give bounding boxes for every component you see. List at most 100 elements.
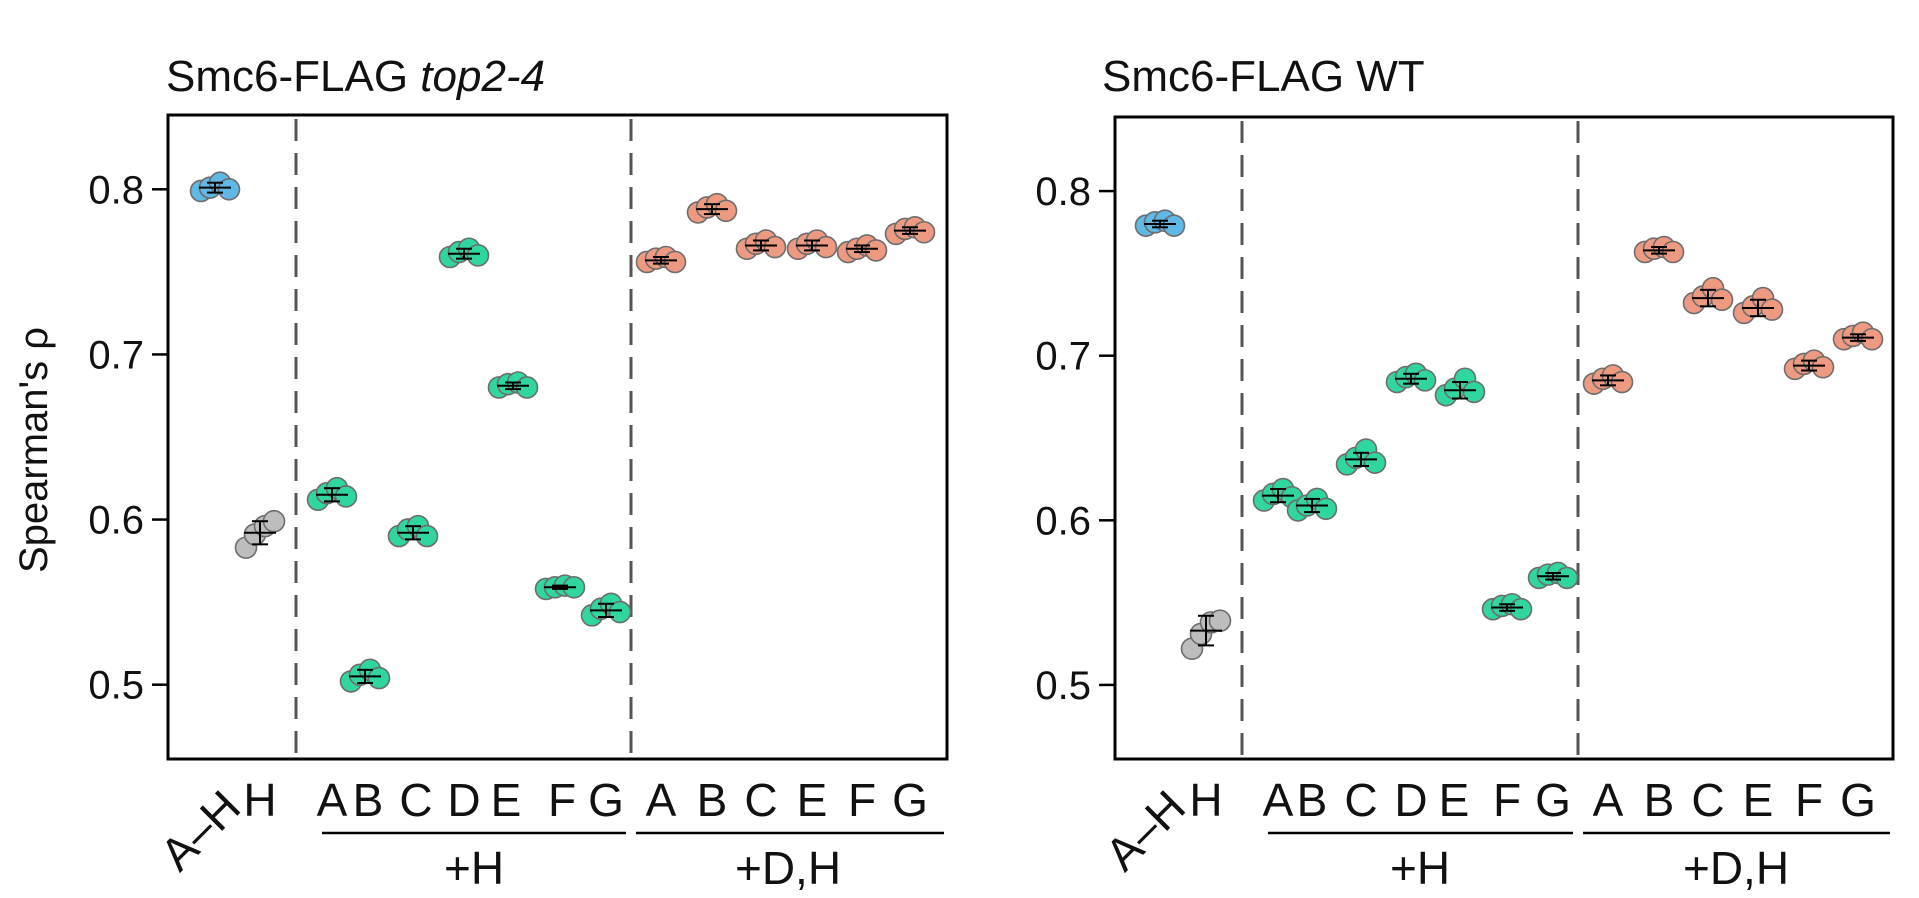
x-tick-label: C [744,774,777,826]
series-+D,H-G [884,215,936,246]
data-point [217,178,241,201]
data-point [1760,298,1784,321]
x-tick-label: H [243,774,276,826]
x-tick-label: G [1840,774,1876,826]
y-tick-label: 0.5 [88,664,144,708]
series-H [234,509,286,559]
series-+H-A [306,476,358,512]
x-tick-label: F [1795,774,1823,826]
x-tick-label: E [797,774,828,826]
series-+H-A [1252,477,1304,512]
data-point [1661,240,1685,264]
series-+H-E [1434,367,1486,407]
x-tick-label: E [1743,774,1774,826]
data-point [714,199,738,223]
data-point [1811,355,1835,379]
data-point [1710,288,1734,312]
series-+D,H-E [1732,286,1784,325]
series-+H-F [534,574,586,601]
series-+H-B [1286,487,1338,522]
series-H [1180,609,1232,661]
x-tick-label: F [548,774,576,826]
plot-frame [166,113,949,761]
y-tick-label: 0.6 [88,499,144,543]
series-A–H [189,171,241,203]
series-+H-D [1385,362,1437,394]
x-tick-label: F [1493,774,1521,826]
data-point [1314,497,1338,521]
x-tick-label: C [1344,774,1377,826]
data-point [1555,566,1579,590]
y-tick-label: 0.6 [1035,499,1091,543]
series-+D,H-F [836,234,888,264]
x-tick-label: B [697,774,728,826]
chart-panel-wt: Smc6-FLAG WT 0.50.60.70.8A–HH A B C D E F G A B C E… [1035,52,1895,894]
x-tick-label: D [1394,774,1427,826]
data-point [1363,451,1387,474]
x-axis-labels: A–HH A B C D E F G A B C E F G+H +D,H [150,774,944,894]
data-point [1413,369,1437,392]
x-tick-label: D [447,774,480,826]
y-axis: 0.5 0.6 0.7 0.8 [1035,170,1115,708]
data-point [1509,597,1533,621]
group-label: +D,H [735,842,841,894]
chart-title: Smc6-FLAG top2-4 [166,52,545,101]
data-point [515,376,539,399]
series-+D,H-C [735,229,787,261]
series-+H-F [1481,592,1533,621]
x-tick-label: A [317,774,348,826]
x-tick-label: C [1691,774,1724,826]
data-point [367,666,391,690]
series-+D,H-B [686,192,738,224]
data-point [1462,380,1486,404]
series-+H-G [1527,561,1579,590]
x-tick-label: C [399,774,432,826]
data-point [466,244,490,267]
series-+H-B [339,658,391,693]
series-+H-C [387,514,439,548]
series-+D,H-A [635,245,687,274]
chart-title: Smc6-FLAG WT [1102,52,1425,101]
x-tick-label: G [1535,774,1571,826]
x-tick-label: G [588,774,624,826]
group-label: +D,H [1683,842,1789,894]
series-+D,H-C [1682,276,1734,315]
group-label: +H [1390,842,1450,894]
y-tick-label: 0.7 [1035,335,1091,379]
y-tick-label: 0.8 [88,168,144,212]
data-point [814,235,838,259]
x-tick-label: A [646,774,677,826]
group-label: +H [444,842,504,894]
y-axis: 0.5 0.6 0.7 0.8 [88,168,168,708]
data-point [912,220,936,244]
series-+D,H-B [1633,235,1685,264]
data-point [1610,370,1634,394]
x-tick-label: A [1263,774,1294,826]
data-point [334,485,358,508]
y-tick-label: 0.5 [1035,664,1091,708]
data-point [415,524,439,548]
y-tick-label: 0.7 [88,333,144,377]
y-axis-label: Spearman's ρ [12,327,56,573]
x-tick-label: H [1189,774,1222,826]
data-point [663,250,687,274]
x-tick-label: B [1297,774,1328,826]
series-A–H [1134,209,1186,237]
series-+H-C [1335,438,1387,476]
y-tick-label: 0.8 [1035,170,1091,214]
plot-area: 0.50.60.70.8A–HH A B C D E F G A B C E F G+H +D,H [1035,115,1895,894]
series-+D,H-G [1832,321,1884,351]
data-point [1162,214,1186,237]
x-tick-label: A [1593,774,1624,826]
plot-area: 0.50.60.70.8A–HH A B C D E F G A B C E F G+H +D,H [88,113,949,894]
x-tick-label: G [892,774,928,826]
data-point [763,235,787,259]
data-point [1208,609,1232,633]
data-point [1860,327,1884,351]
data-point [608,600,632,624]
data-point [864,239,888,262]
x-tick-label: B [1644,774,1675,826]
x-tick-label: F [848,774,876,826]
plot-frame [1113,115,1895,761]
